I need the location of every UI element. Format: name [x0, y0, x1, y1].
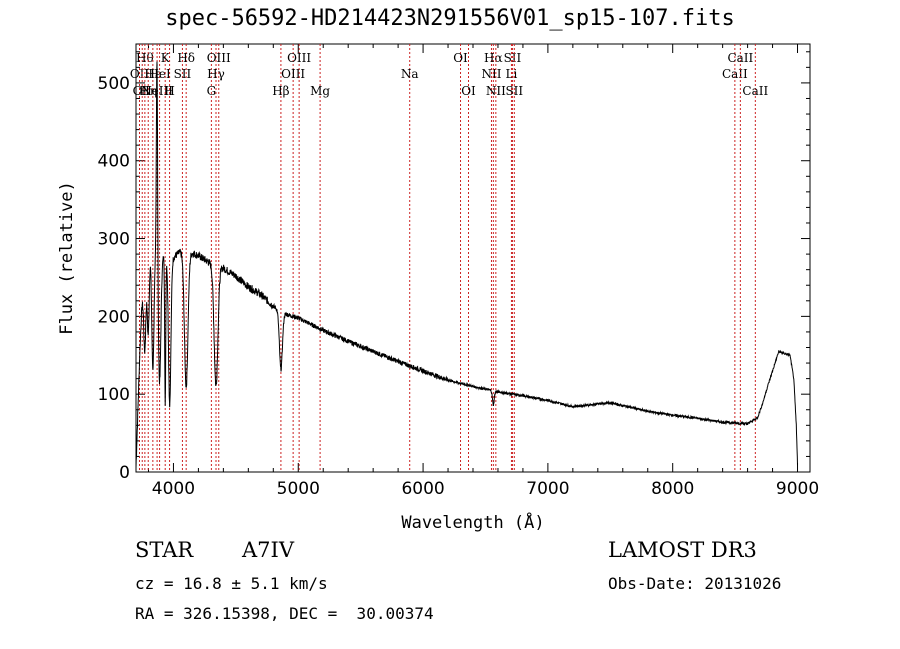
- x-tick-label: 7000: [526, 479, 569, 499]
- y-axis-label: Flux (relative): [57, 181, 77, 335]
- y-tick-label: 100: [98, 385, 130, 405]
- x-tick-label: 4000: [152, 479, 195, 499]
- line-marker-label: NII: [481, 67, 501, 81]
- line-marker-label: Hη: [139, 84, 157, 98]
- line-marker-label: K: [161, 51, 171, 65]
- coordinates-readout: RA = 326.15398, DEC = 30.00374: [135, 604, 434, 623]
- line-marker-label: G: [207, 84, 217, 98]
- line-marker-label: CaII: [727, 51, 753, 65]
- plot-frame: [135, 43, 811, 473]
- line-marker-label: Li: [506, 67, 518, 81]
- line-marker-label: OI: [461, 84, 476, 98]
- y-tick-label: 500: [98, 74, 130, 94]
- observation-date: Obs-Date: 20131026: [608, 574, 782, 593]
- line-marker-label: OIII: [281, 67, 305, 81]
- y-tick-label: 0: [119, 463, 130, 483]
- spectral-type-value: A7IV: [242, 538, 294, 562]
- x-axis-label: Wavelength (Å): [401, 511, 544, 533]
- spectrum-line: [135, 61, 798, 469]
- line-marker-label: OII: [133, 84, 153, 98]
- x-tick-label: 5000: [277, 479, 320, 499]
- line-marker-label: SII: [505, 84, 523, 98]
- line-marker-label: Hδ: [177, 51, 195, 65]
- chart-title: spec-56592-HD214423N291556V01_sp15-107.f…: [165, 6, 735, 31]
- line-marker-label: SII: [504, 51, 522, 65]
- x-tick-label: 8000: [651, 479, 694, 499]
- y-tick-label: 200: [98, 307, 130, 327]
- line-marker-label: OIII: [207, 51, 231, 65]
- line-marker-label: NII: [486, 84, 506, 98]
- line-marker-label: OI: [453, 51, 468, 65]
- line-marker-label: Hγ: [207, 67, 225, 81]
- x-tick-label: 9000: [776, 479, 819, 499]
- survey-name: LAMOST DR3: [608, 538, 757, 562]
- line-marker-label: Hθ: [136, 51, 154, 65]
- line-marker-label: SII: [174, 67, 192, 81]
- x-tick-label: 6000: [401, 479, 444, 499]
- line-marker-label: Na: [401, 67, 419, 81]
- line-marker-label: OIII: [287, 51, 311, 65]
- line-marker-label: CaII: [722, 67, 748, 81]
- y-tick-label: 400: [98, 152, 130, 172]
- line-marker-label: Hα: [484, 51, 503, 65]
- line-marker-label: Hβ: [272, 84, 289, 98]
- y-tick-label: 300: [98, 230, 130, 250]
- line-marker-label: Mg: [310, 84, 330, 98]
- line-marker-label: CaII: [742, 84, 768, 98]
- line-marker-label: HeI: [148, 67, 171, 81]
- redshift-readout: cz = 16.8 ± 5.1 km/s: [135, 574, 328, 593]
- line-marker-label: H: [164, 84, 174, 98]
- object-class-label: STAR: [135, 538, 194, 562]
